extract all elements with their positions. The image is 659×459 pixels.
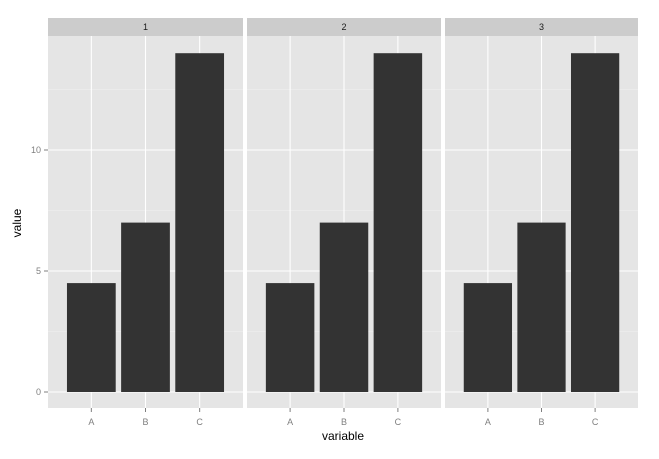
x-axis-title: variable	[322, 429, 364, 443]
x-tick-label: C	[592, 417, 599, 427]
bar-c	[175, 53, 225, 392]
y-axis-title: value	[10, 208, 24, 237]
facet-strip-label: 2	[341, 22, 346, 32]
bar-c	[373, 53, 423, 392]
facet-panel: 2 A B C	[247, 18, 441, 427]
bar-b	[517, 222, 566, 392]
facet-panels: 1 A B C 2 A B C 3 A B C	[48, 18, 638, 427]
y-axis: 0 5 10	[31, 145, 48, 397]
y-tick-label: 10	[31, 145, 41, 155]
x-tick-label: A	[88, 417, 94, 427]
facet-strip	[445, 18, 638, 36]
facet-strip-label: 3	[539, 22, 544, 32]
bar-c	[570, 53, 620, 392]
bar-a	[265, 283, 315, 392]
y-tick-label: 5	[36, 266, 41, 276]
facet-strip-label: 1	[143, 22, 148, 32]
x-tick-label: C	[395, 417, 402, 427]
bar-a	[463, 283, 513, 392]
x-tick-label: B	[341, 417, 347, 427]
facet-panel: 3 A B C	[445, 18, 638, 427]
facet-strip	[48, 18, 243, 36]
bar-b	[121, 222, 170, 392]
x-tick-label: A	[485, 417, 491, 427]
y-tick-label: 0	[36, 387, 41, 397]
x-tick-label: B	[142, 417, 148, 427]
bar-a	[66, 283, 116, 392]
x-tick-label: C	[196, 417, 203, 427]
x-tick-label: B	[538, 417, 544, 427]
x-tick-label: A	[287, 417, 293, 427]
facet-strip	[247, 18, 441, 36]
bar-b	[319, 222, 369, 392]
facet-panel: 1 A B C	[48, 18, 243, 427]
